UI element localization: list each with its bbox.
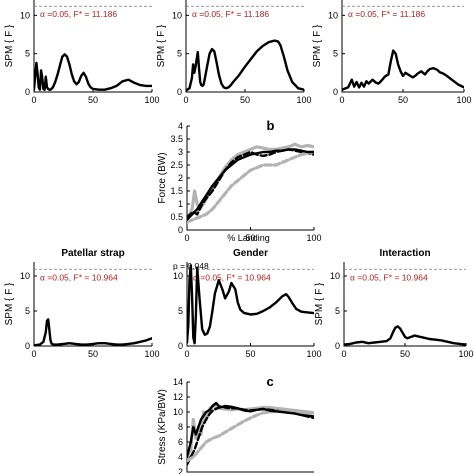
x-axis-label: % Landing — [227, 233, 270, 243]
x-tick-label: 100 — [306, 349, 321, 359]
y-tick-label: 10 — [330, 271, 340, 281]
x-tick-label: 100 — [144, 349, 159, 359]
y-tick-label: 10 — [328, 10, 338, 20]
panel-letter: c — [267, 374, 274, 389]
y-tick-label: 10 — [20, 271, 30, 281]
y-axis-label: SPM { F } — [312, 24, 323, 67]
series-line-black-solid — [186, 39, 304, 92]
y-axis-label: Stress (KPa/BW) — [157, 389, 168, 465]
x-tick-label: 100 — [296, 95, 311, 105]
y-tick-label: 8 — [178, 422, 183, 432]
y-tick-label: 3.5 — [170, 134, 183, 144]
chart-title: Interaction — [379, 248, 430, 259]
x-tick-label: 0 — [184, 233, 189, 243]
y-tick-label: 4 — [178, 121, 183, 131]
y-tick-label: 10 — [173, 407, 183, 417]
series-line-black-solid — [187, 264, 314, 345]
y-tick-label: 0.5 — [170, 212, 183, 222]
series-line-gray-dash — [187, 150, 314, 224]
y-tick-label: 0 — [335, 341, 340, 351]
y-tick-label: 12 — [173, 392, 183, 402]
x-tick-label: 50 — [245, 233, 255, 243]
chart-title: Patellar strap — [61, 248, 124, 259]
y-tick-label: 10 — [172, 10, 182, 20]
y-tick-label: 5 — [177, 49, 182, 59]
threshold-label: α =0.05, F* = 11.186 — [192, 9, 269, 19]
y-tick-label: 4 — [178, 452, 183, 462]
y-tick-label: 14 — [173, 377, 183, 387]
y-axis-label: SPM { F } — [4, 24, 15, 67]
y-axis-label: SPM { F } — [156, 24, 167, 67]
y-tick-label: 2 — [178, 467, 183, 474]
series-line-black-solid — [34, 53, 152, 91]
x-tick-label: 100 — [458, 349, 473, 359]
threshold-label: α =0.05, F* = 11.186 — [40, 9, 117, 19]
y-tick-label: 0 — [177, 87, 182, 97]
x-tick-label: 100 — [456, 95, 471, 105]
x-tick-label: 0 — [31, 95, 36, 105]
series-line-black-solid — [34, 318, 152, 346]
x-tick-label: 50 — [240, 95, 250, 105]
x-tick-label: 50 — [88, 95, 98, 105]
x-tick-label: 50 — [245, 349, 255, 359]
y-tick-label: 5 — [25, 306, 30, 316]
threshold-label: α =0.05, F* = 10.964 — [350, 272, 428, 282]
y-axis-label: SPM { F } — [4, 282, 15, 325]
y-tick-label: 0 — [178, 225, 183, 235]
y-tick-label: 1 — [178, 199, 183, 209]
y-tick-label: 5 — [335, 306, 340, 316]
y-axis-label: Force (BW) — [157, 152, 168, 203]
y-tick-label: 0 — [333, 87, 338, 97]
y-tick-label: 5 — [178, 306, 183, 316]
chart-title: Gender — [233, 248, 268, 259]
chart-stress_c: 2 4 6 8 10 12 14 Stress (KPa/BW) c — [157, 374, 314, 474]
y-tick-label: 10 — [20, 10, 30, 20]
x-tick-label: 50 — [88, 349, 98, 359]
y-tick-label: 0 — [25, 87, 30, 97]
x-tick-label: 0 — [339, 95, 344, 105]
x-tick-label: 100 — [144, 95, 159, 105]
y-axis-label: SPM { F } — [314, 282, 325, 325]
axes-frame — [186, 382, 314, 473]
series-line-gray-dash — [187, 408, 314, 463]
y-tick-label: 3 — [178, 147, 183, 157]
x-tick-label: 0 — [341, 349, 346, 359]
x-tick-label: 0 — [183, 95, 188, 105]
series-line-black-dash — [187, 148, 314, 219]
y-tick-label: 2.5 — [170, 160, 183, 170]
series-line-black-solid — [187, 401, 314, 459]
series-line-black-solid — [342, 49, 464, 91]
y-tick-label: 5 — [333, 49, 338, 59]
y-tick-label: 6 — [178, 437, 183, 447]
x-tick-label: 0 — [184, 349, 189, 359]
threshold-label: α =0.05, F* = 10.964 — [193, 272, 271, 282]
threshold-label: α =0.05, F* = 10.964 — [40, 272, 118, 282]
x-tick-label: 100 — [306, 233, 321, 243]
x-tick-label: 50 — [400, 349, 410, 359]
y-tick-label: 10 — [173, 271, 183, 281]
threshold-label: α =0.05, F* = 11.186 — [348, 9, 425, 19]
y-tick-label: 0 — [25, 341, 30, 351]
y-tick-label: 5 — [25, 49, 30, 59]
y-tick-label: 1.5 — [170, 186, 183, 196]
x-tick-label: 50 — [398, 95, 408, 105]
panel-letter: b — [267, 118, 275, 133]
series-line-black-solid — [344, 325, 466, 346]
series-line-black-solid — [187, 148, 314, 221]
chart-force_b: 0 0.5 1 1.5 2 2.5 3 3.5 4 0 50 100 Force (BW) % Landi… — [157, 118, 322, 243]
y-tick-label: 2 — [178, 173, 183, 183]
x-tick-label: 0 — [31, 349, 36, 359]
y-tick-label: 0 — [178, 341, 183, 351]
